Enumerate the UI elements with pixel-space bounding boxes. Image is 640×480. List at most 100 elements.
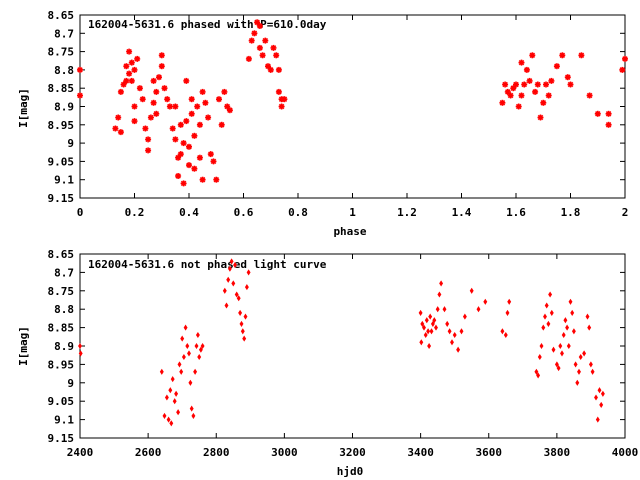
top-data-point [76,66,84,74]
bottom-x-tick-label: 4000 [612,446,639,459]
top-data-point [547,77,556,85]
top-data-point [149,99,158,107]
bottom-y-tick-label: 8.9 [54,340,74,353]
top-data-point [174,172,182,180]
top-data-point [125,47,133,56]
top-data-point [544,91,553,100]
bottom-data-point [585,313,590,320]
top-data-point [138,95,147,103]
bottom-data-point [483,298,488,305]
top-data-point [160,84,169,92]
bottom-y-tick-label: 8.65 [48,248,75,261]
bottom-data-point [240,328,245,335]
top-data-point [144,146,152,155]
bottom-x-tick-label: 3200 [339,446,366,459]
bottom-data-point [577,368,581,375]
top-x-tick-label: 1 [349,206,356,219]
bottom-data-point [168,387,173,394]
top-data-point [187,110,196,118]
top-data-point [185,143,193,151]
top-y-tick-label: 8.8 [54,64,74,77]
bottom-data-point [549,310,554,316]
top-data-point [539,99,548,107]
top-x-tick-label: 1.6 [506,206,526,219]
bottom-data-point [442,306,447,313]
bottom-data-point [578,354,583,360]
top-data-point [171,135,180,144]
bottom-data-point [539,343,544,349]
top-data-point [114,113,122,122]
top-data-point [155,73,163,81]
bottom-data-point [191,413,196,419]
top-y-tick-label: 9.15 [48,192,75,205]
top-y-tick-label: 8.95 [48,119,75,132]
top-data-point [125,69,133,78]
bottom-data-point [176,409,181,416]
bottom-y-tick-label: 8.75 [48,285,75,298]
bottom-data-point [462,313,467,320]
bottom-data-point [243,313,248,320]
bottom-data-point [194,343,199,349]
bottom-data-point [193,368,198,375]
bottom-data-point [242,335,247,342]
bottom-data-point [500,328,505,335]
top-data-point [517,91,526,100]
bottom-data-point [568,298,573,305]
bottom-data-point [222,287,227,294]
top-data-point [179,139,188,147]
top-y-tick-label: 9 [67,137,74,150]
top-data-point [122,62,131,70]
bottom-data-point [570,310,575,316]
bottom-data-point [179,368,184,375]
top-y-tick-label: 8.65 [48,9,75,22]
bottom-data-point [541,324,546,331]
bottom-data-point [572,328,576,335]
top-data-point [506,91,515,100]
top-x-axis-ticks: 0 0.2 0.4 0.6 0.8 1 1.2 1.4 1.6 1.8 2 [77,15,628,219]
bottom-data-point [447,328,452,335]
bottom-data-point [427,343,432,349]
top-data-point [144,135,152,144]
top-data-point [577,51,586,60]
top-data-point [190,132,199,140]
bottom-data-point [170,376,175,382]
top-data-point [117,128,125,136]
top-data-point [130,117,139,125]
bottom-data-point [434,324,438,331]
bottom-x-tick-label: 3800 [544,446,571,459]
bottom-data-point [437,291,442,298]
top-x-tick-label: 1.2 [397,206,417,219]
bottom-plot: 162004-5631.6 not phased light curve 8.6… [17,248,638,478]
top-x-tick-label: 0.4 [179,206,199,219]
bottom-data-point [566,343,571,349]
top-data-point [277,102,286,111]
bottom-data-point [548,291,552,298]
top-data-point [220,88,229,96]
bottom-data-point [450,339,454,346]
bottom-x-tick-label: 2800 [203,446,230,459]
bottom-data-point [575,379,580,386]
top-data-point [163,95,171,103]
top-data-point [196,153,204,162]
bottom-data-point [180,335,185,342]
top-data-point [536,113,545,122]
top-y-axis-ticks: 8.65 8.7 8.75 8.8 8.85 8.9 8.95 9 9.05 9.1 9.15 [48,9,625,205]
top-data-point [604,121,613,129]
bottom-data-point [226,276,231,283]
bottom-data-point [418,310,423,316]
top-data-point [130,66,139,74]
top-data-point [226,106,234,114]
bottom-data-point [469,287,474,294]
bottom-data-point [439,280,444,287]
top-data-point [523,66,531,74]
bottom-x-axis-label: hjd0 [337,465,364,478]
top-data-point [280,95,289,103]
bottom-data-point [445,321,450,327]
top-data-point [177,121,185,129]
bottom-data-point [558,343,563,349]
top-data-point [149,77,158,85]
bottom-data-point [597,387,602,394]
top-data-point [553,62,561,70]
bottom-data-point [164,394,169,401]
bottom-data-point [236,295,241,302]
